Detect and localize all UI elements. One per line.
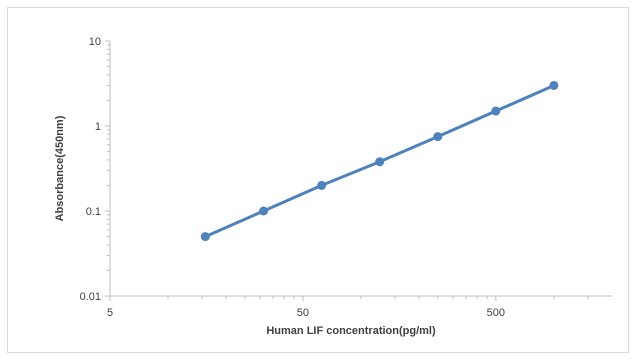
y-tick-label: 1: [95, 121, 101, 133]
data-point: [549, 80, 559, 90]
data-point: [491, 106, 501, 116]
series-group: [200, 80, 559, 242]
y-axis-title: Absorbance(450nm): [54, 115, 66, 221]
data-point: [200, 232, 210, 242]
x-tick-label: 500: [487, 307, 505, 319]
y-tick-label: 0.01: [80, 291, 101, 303]
data-point: [375, 157, 385, 167]
x-tick-label: 50: [297, 307, 309, 319]
data-point: [317, 180, 327, 190]
data-point: [433, 132, 443, 142]
chart-frame: [7, 7, 629, 353]
data-point: [259, 206, 269, 216]
y-tick-label: 10: [89, 36, 101, 48]
y-tick-group: 10 1 0.1 0.01: [80, 36, 110, 303]
y-tick-label: 0.1: [86, 206, 101, 218]
x-tick-group: 5 50 500: [107, 296, 589, 319]
x-tick-label: 5: [107, 307, 113, 319]
x-axis-title: Human LIF concentration(pg/ml): [266, 325, 436, 337]
